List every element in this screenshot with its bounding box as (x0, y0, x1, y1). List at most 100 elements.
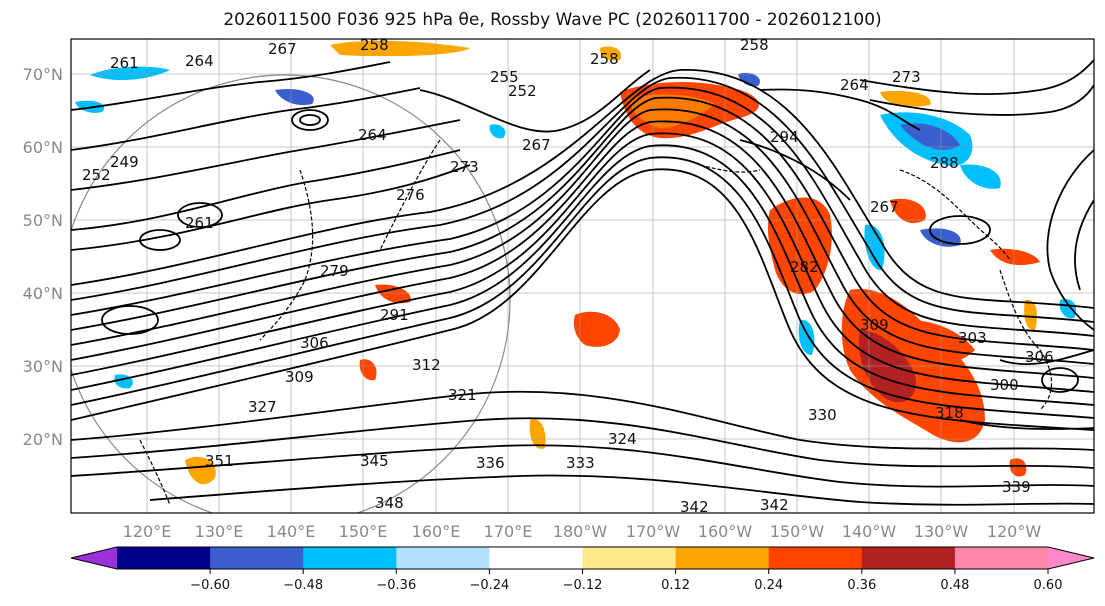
lon-label: 140°W (842, 522, 897, 541)
lon-label: 130°E (195, 522, 244, 541)
contour-label: 282 (790, 258, 819, 276)
contour-label: 252 (508, 82, 537, 100)
colorbar: −0.60 −0.48 −0.36 −0.24 −0.12 0.12 0.24 0.36 0.4… (70, 546, 1095, 593)
negative-anomaly (489, 124, 506, 139)
contour-label: 258 (590, 50, 619, 68)
negative-anomaly (864, 224, 885, 271)
contour-label: 345 (360, 452, 389, 470)
colorbar-cell (861, 547, 956, 569)
colorbar-tick-label: −0.36 (376, 578, 416, 593)
colorbar-tick-label: −0.12 (563, 578, 603, 593)
lon-label: 130°W (914, 522, 969, 541)
positive-anomaly (359, 359, 377, 381)
contour-label: 255 (490, 68, 519, 86)
lon-label: 170°W (626, 522, 681, 541)
contour-label: 279 (320, 262, 349, 280)
negative-anomaly (960, 164, 1001, 189)
contour-label: 309 (860, 316, 889, 334)
contour-label: 273 (450, 158, 479, 176)
lon-label: 150°E (339, 522, 388, 541)
contour-label: 264 (185, 52, 214, 70)
contour-label: 294 (770, 128, 799, 146)
contour-label: 342 (680, 498, 709, 516)
reference-circle (71, 74, 511, 513)
contour-label: 309 (285, 368, 314, 386)
contour-label: 291 (380, 306, 409, 324)
positive-anomaly (1024, 299, 1037, 331)
theta-e-contours (71, 59, 1094, 506)
negative-anomaly (900, 123, 960, 150)
contour-labels: 258 264 267 258 258 255 252 264 264 261 … (82, 36, 1054, 516)
colorbar-tick-label: −0.24 (469, 578, 509, 593)
colorbar-cell (582, 547, 677, 569)
colorbar-tick-label: 0.48 (940, 578, 969, 593)
positive-anomaly (185, 456, 216, 485)
negative-anomaly (1059, 299, 1077, 319)
colorbar-cell (210, 547, 304, 569)
positive-anomaly (890, 198, 926, 224)
contour-label: 318 (935, 404, 964, 422)
positive-anomaly (600, 46, 621, 61)
lat-label: 30°N (23, 357, 63, 376)
contour-label: 258 (360, 36, 389, 54)
lon-label: 160°E (412, 522, 461, 541)
contour-label: 249 (110, 153, 139, 171)
contour-label: 264 (358, 126, 387, 144)
positive-anomaly (990, 248, 1040, 266)
contour-label: 276 (396, 186, 425, 204)
latitude-labels: 70°N 60°N 50°N 40°N 30°N 20°N (23, 65, 63, 449)
negative-anomaly (798, 319, 815, 356)
contour-label: 336 (476, 454, 505, 472)
contour-label: 351 (205, 452, 234, 470)
lat-label: 60°N (23, 138, 63, 157)
negative-anomaly (275, 88, 314, 106)
contour-label: 342 (760, 496, 789, 514)
contour-label: 258 (740, 36, 769, 54)
contour-label: 300 (990, 376, 1019, 394)
contour-label: 273 (892, 68, 921, 86)
positive-anomaly (529, 419, 546, 449)
lon-label: 140°E (267, 522, 316, 541)
lon-label: 120°W (987, 522, 1042, 541)
colorbar-cell (768, 547, 863, 569)
contour-label: 264 (840, 76, 869, 94)
positive-anomaly (330, 40, 470, 57)
lat-label: 50°N (23, 211, 63, 230)
contour-label: 312 (412, 356, 441, 374)
map-panel (71, 39, 1094, 513)
contour-label: 321 (448, 386, 477, 404)
longitude-labels: 120°E 130°E 140°E 150°E 160°E 170°E 180°… (123, 522, 1042, 541)
colorbar-tick-label: 0.12 (661, 578, 690, 593)
negative-anomaly (90, 66, 170, 81)
positive-anomaly (573, 311, 620, 347)
contour-label: 339 (1002, 478, 1031, 496)
colorbar-tick-label: 0.36 (847, 578, 876, 593)
colorbar-cell (117, 547, 211, 569)
contour-label: 261 (185, 214, 214, 232)
lon-label: 180°W (553, 522, 608, 541)
lat-label: 40°N (23, 284, 63, 303)
lat-label: 20°N (23, 430, 63, 449)
contour-label: 327 (248, 398, 277, 416)
contour-label: 252 (82, 166, 111, 184)
colorbar-cell (675, 547, 770, 569)
colorbar-outline (70, 546, 1095, 570)
lon-label: 160°W (698, 522, 753, 541)
colorbar-extend-high (1048, 547, 1094, 569)
positive-anomaly (880, 90, 931, 107)
colorbar-cells (117, 547, 1049, 569)
contour-label: 267 (870, 198, 899, 216)
lon-label: 170°E (484, 522, 533, 541)
contour-label: 324 (608, 430, 637, 448)
contour-label: 267 (522, 136, 551, 154)
colorbar-cell (489, 547, 583, 569)
lon-label: 150°W (770, 522, 825, 541)
contour-label: 306 (300, 334, 329, 352)
colorbar-tick-label: 0.60 (1034, 578, 1063, 593)
contour-label: 348 (375, 494, 404, 512)
negative-anomaly (738, 72, 760, 87)
contour-label: 330 (808, 406, 837, 424)
positive-anomaly (375, 284, 411, 304)
colorbar-ticks: −0.60 −0.48 −0.36 −0.24 −0.12 0.12 0.24 0.36 0.4… (190, 569, 1062, 593)
